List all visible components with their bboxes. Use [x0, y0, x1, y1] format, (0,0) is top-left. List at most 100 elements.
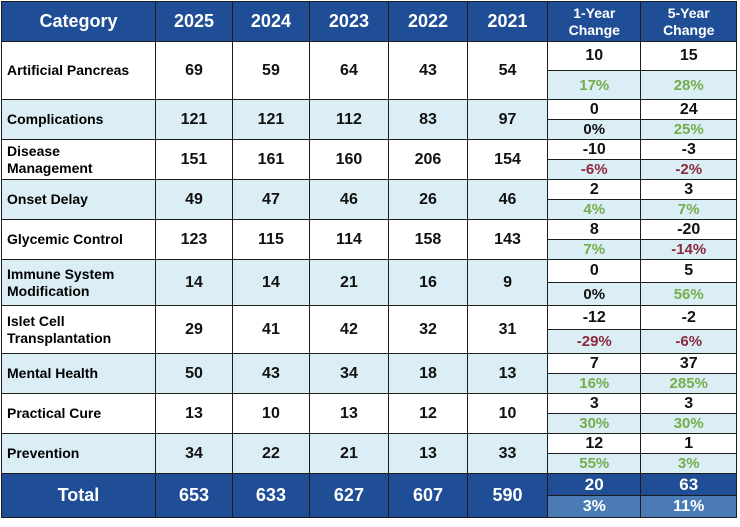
header-row: Category 2025 2024 2023 2022 2021 1-Year… — [1, 1, 737, 42]
category-label: Islet Cell Transplantation — [1, 305, 156, 354]
five-year-change-value: -3 — [640, 139, 737, 160]
table-row: Artificial Pancreas 69 59 64 43 54 10 15 — [1, 41, 737, 100]
total-2022: 607 — [387, 473, 469, 518]
header-year-2024: 2024 — [231, 1, 310, 42]
year-value: 18 — [387, 353, 469, 394]
one-year-change-pct: 16% — [547, 373, 642, 394]
year-value: 43 — [231, 353, 310, 394]
five-year-change-pct: 285% — [640, 373, 737, 394]
five-year-change-value: 37 — [640, 353, 737, 374]
total-pct-row: 3% 11% — [2, 495, 737, 518]
year-value: 46 — [466, 179, 549, 220]
year-value: 121 — [231, 99, 310, 140]
five-year-change-pct: 28% — [640, 70, 737, 100]
five-year-change-value: 3 — [640, 393, 737, 414]
table-row: Immune System Modification 14 14 21 16 9 0 5 — [1, 259, 737, 306]
year-value: 13 — [154, 393, 233, 434]
one-year-change-value: -10 — [547, 139, 642, 160]
year-value: 10 — [231, 393, 310, 434]
year-value: 14 — [154, 259, 233, 306]
year-value: 49 — [154, 179, 233, 220]
year-value: 43 — [387, 41, 469, 100]
table-row: Onset Delay 49 47 46 26 46 2 3 — [1, 179, 737, 220]
total-2025: 653 — [154, 473, 233, 518]
year-value: 121 — [154, 99, 233, 140]
one-year-change-value: 12 — [547, 433, 642, 454]
table-row-pct: 0% 56% — [2, 282, 737, 306]
one-year-change-pct: 0% — [547, 282, 642, 306]
five-year-change-value: 24 — [640, 99, 737, 120]
table-row-pct: 16% 285% — [2, 373, 737, 394]
table-row-pct: 17% 28% — [2, 70, 737, 100]
total-label: Total — [1, 473, 156, 518]
one-year-change-value: 3 — [547, 393, 642, 414]
one-year-change-pct: 4% — [547, 199, 642, 220]
total-1-year-pct: 3% — [547, 495, 642, 518]
total-5-year-change: 63 — [640, 473, 737, 496]
year-value: 13 — [387, 433, 469, 474]
table-row-pct: 7% -14% — [2, 239, 737, 260]
five-year-change-pct: 30% — [640, 413, 737, 434]
year-value: 29 — [154, 305, 233, 354]
category-label: Practical Cure — [1, 393, 156, 434]
year-value: 161 — [231, 139, 310, 180]
year-value: 14 — [231, 259, 310, 306]
total-row: Total 653 633 627 607 590 20 63 — [1, 473, 737, 518]
table-row: Practical Cure 13 10 13 12 10 3 3 — [1, 393, 737, 434]
total-2023: 627 — [308, 473, 389, 518]
table-row-pct: 4% 7% — [2, 199, 737, 220]
category-label: Onset Delay — [1, 179, 156, 220]
five-year-change-pct: 56% — [640, 282, 737, 306]
total-2021: 590 — [466, 473, 549, 518]
five-year-change-pct: -2% — [640, 159, 737, 180]
total-2024: 633 — [231, 473, 310, 518]
one-year-change-value: 0 — [547, 99, 642, 120]
year-value: 10 — [466, 393, 549, 434]
year-value: 112 — [308, 99, 389, 140]
year-value: 13 — [466, 353, 549, 394]
year-value: 32 — [387, 305, 469, 354]
header-year-2021: 2021 — [466, 1, 549, 42]
table-row: Glycemic Control 123 115 114 158 143 8 -20 — [1, 219, 737, 260]
five-year-change-pct: -6% — [640, 329, 737, 354]
year-value: 143 — [466, 219, 549, 260]
header-5-year-change: 5-Year Change — [640, 1, 737, 42]
year-value: 46 — [308, 179, 389, 220]
five-year-change-pct: -14% — [640, 239, 737, 260]
total-1-year-change: 20 — [547, 473, 642, 496]
year-value: 64 — [308, 41, 389, 100]
year-value: 13 — [308, 393, 389, 434]
category-label: Prevention — [1, 433, 156, 474]
category-label: Artificial Pancreas — [1, 41, 156, 100]
header-year-2025: 2025 — [154, 1, 233, 42]
year-value: 21 — [308, 259, 389, 306]
one-year-change-pct: -6% — [547, 159, 642, 180]
year-value: 158 — [387, 219, 469, 260]
year-value: 115 — [231, 219, 310, 260]
year-value: 34 — [308, 353, 389, 394]
table-row: Mental Health 50 43 34 18 13 7 37 — [1, 353, 737, 394]
category-label: Glycemic Control — [1, 219, 156, 260]
five-year-change-value: 15 — [640, 41, 737, 71]
one-year-change-pct: 17% — [547, 70, 642, 100]
header-year-2022: 2022 — [387, 1, 469, 42]
year-value: 123 — [154, 219, 233, 260]
category-comparison-table: Category 2025 2024 2023 2022 2021 1-Year… — [1, 1, 737, 518]
year-value: 151 — [154, 139, 233, 180]
year-value: 154 — [466, 139, 549, 180]
one-year-change-value: 8 — [547, 219, 642, 240]
year-value: 97 — [466, 99, 549, 140]
table-row-pct: -6% -2% — [2, 159, 737, 180]
five-year-change-value: -2 — [640, 305, 737, 330]
year-value: 54 — [466, 41, 549, 100]
five-year-change-value: -20 — [640, 219, 737, 240]
table-row-pct: 0% 25% — [2, 119, 737, 140]
five-year-change-pct: 25% — [640, 119, 737, 140]
five-year-change-value: 5 — [640, 259, 737, 283]
category-label: Immune System Modification — [1, 259, 156, 306]
one-year-change-pct: 7% — [547, 239, 642, 260]
one-year-change-value: 7 — [547, 353, 642, 374]
year-value: 42 — [308, 305, 389, 354]
year-value: 50 — [154, 353, 233, 394]
one-year-change-value: 0 — [547, 259, 642, 283]
